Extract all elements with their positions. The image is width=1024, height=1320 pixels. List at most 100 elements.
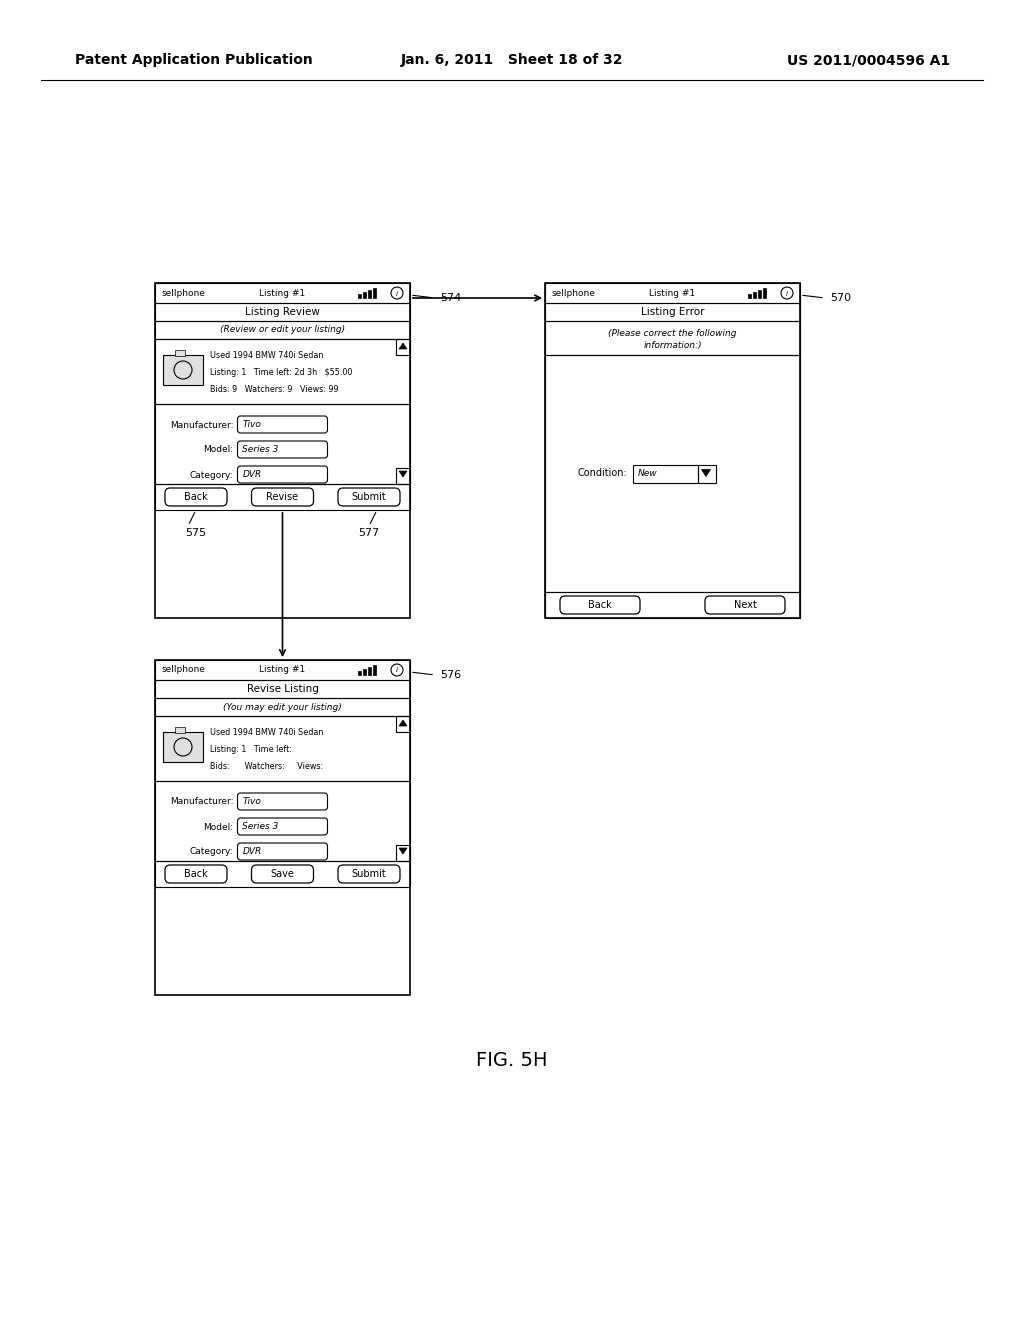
- Bar: [155, 282, 410, 618]
- Text: (Please correct the following: (Please correct the following: [608, 329, 736, 338]
- Text: Category:: Category:: [189, 847, 233, 857]
- Text: Used 1994 BMW 740i Sedan: Used 1994 BMW 740i Sedan: [210, 729, 324, 737]
- Bar: [155, 660, 410, 995]
- Bar: [155, 321, 410, 339]
- Polygon shape: [399, 719, 407, 726]
- Text: Used 1994 BMW 740i Sedan: Used 1994 BMW 740i Sedan: [210, 351, 324, 360]
- Bar: [396, 715, 410, 733]
- Text: 576: 576: [440, 671, 461, 680]
- Text: Submit: Submit: [351, 492, 386, 502]
- Bar: [396, 469, 410, 484]
- FancyBboxPatch shape: [238, 416, 328, 433]
- Text: Listing #1: Listing #1: [259, 665, 305, 675]
- FancyBboxPatch shape: [165, 488, 227, 506]
- Bar: [155, 660, 410, 680]
- Bar: [155, 339, 410, 404]
- Polygon shape: [701, 470, 711, 477]
- Bar: [748, 294, 751, 298]
- FancyBboxPatch shape: [338, 865, 400, 883]
- Bar: [155, 861, 410, 887]
- FancyBboxPatch shape: [338, 488, 400, 506]
- Bar: [155, 781, 410, 861]
- Bar: [155, 282, 410, 304]
- Text: i: i: [396, 668, 398, 673]
- Text: Series 3: Series 3: [243, 822, 279, 832]
- Text: Revise: Revise: [266, 492, 299, 502]
- Text: Jan. 6, 2011   Sheet 18 of 32: Jan. 6, 2011 Sheet 18 of 32: [400, 53, 624, 67]
- Bar: [368, 667, 371, 675]
- Text: Back: Back: [184, 492, 208, 502]
- Text: i: i: [396, 290, 398, 297]
- Text: Manufacturer:: Manufacturer:: [170, 797, 233, 807]
- Text: Bids: 9   Watchers: 9   Views: 99: Bids: 9 Watchers: 9 Views: 99: [210, 385, 339, 393]
- Bar: [163, 733, 203, 762]
- Bar: [155, 304, 410, 321]
- Bar: [396, 845, 410, 861]
- Bar: [373, 288, 376, 298]
- Text: Save: Save: [270, 869, 295, 879]
- Text: information:): information:): [643, 341, 701, 350]
- Bar: [758, 290, 761, 298]
- Text: Listing #1: Listing #1: [259, 289, 305, 297]
- Bar: [545, 304, 800, 321]
- Text: i: i: [786, 290, 788, 297]
- Bar: [697, 465, 716, 483]
- Bar: [155, 484, 410, 510]
- Text: Back: Back: [184, 869, 208, 879]
- Polygon shape: [399, 471, 407, 477]
- Bar: [368, 290, 371, 298]
- Text: Model:: Model:: [204, 822, 233, 832]
- Bar: [362, 292, 366, 298]
- Text: Manufacturer:: Manufacturer:: [170, 421, 233, 429]
- Text: Tivo: Tivo: [243, 420, 261, 429]
- Text: Bids:      Watchers:     Views:: Bids: Watchers: Views:: [210, 762, 324, 771]
- Text: Tivo: Tivo: [243, 797, 261, 807]
- Bar: [545, 282, 800, 304]
- Text: DVR: DVR: [243, 847, 262, 855]
- FancyBboxPatch shape: [252, 865, 313, 883]
- Bar: [396, 339, 410, 355]
- Bar: [358, 671, 361, 675]
- FancyBboxPatch shape: [238, 441, 328, 458]
- Text: Patent Application Publication: Patent Application Publication: [75, 53, 312, 67]
- FancyBboxPatch shape: [252, 488, 313, 506]
- Text: New: New: [638, 469, 657, 478]
- Polygon shape: [399, 847, 407, 854]
- Text: Condition:: Condition:: [578, 469, 628, 479]
- Bar: [155, 715, 410, 781]
- FancyBboxPatch shape: [238, 818, 328, 836]
- Text: DVR: DVR: [243, 470, 262, 479]
- Text: Submit: Submit: [351, 869, 386, 879]
- Bar: [373, 665, 376, 675]
- Text: Revise Listing: Revise Listing: [247, 684, 318, 694]
- Bar: [545, 282, 800, 618]
- Bar: [175, 726, 185, 733]
- Text: (Review or edit your listing): (Review or edit your listing): [220, 326, 345, 334]
- Bar: [155, 404, 410, 484]
- Bar: [545, 355, 800, 591]
- Text: sellphone: sellphone: [162, 665, 206, 675]
- Bar: [155, 680, 410, 698]
- Text: 577: 577: [358, 528, 380, 539]
- Bar: [763, 288, 766, 298]
- Text: sellphone: sellphone: [552, 289, 596, 297]
- Text: FIG. 5H: FIG. 5H: [476, 1051, 548, 1069]
- Text: US 2011/0004596 A1: US 2011/0004596 A1: [786, 53, 950, 67]
- FancyBboxPatch shape: [560, 597, 640, 614]
- FancyBboxPatch shape: [705, 597, 785, 614]
- Text: Listing #1: Listing #1: [649, 289, 695, 297]
- Text: Series 3: Series 3: [243, 445, 279, 454]
- Text: Listing: 1   Time left:: Listing: 1 Time left:: [210, 744, 292, 754]
- Bar: [633, 465, 697, 483]
- Text: Listing Review: Listing Review: [245, 308, 319, 317]
- Text: Category:: Category:: [189, 470, 233, 479]
- Polygon shape: [399, 343, 407, 348]
- FancyBboxPatch shape: [165, 865, 227, 883]
- Text: 570: 570: [830, 293, 851, 304]
- FancyBboxPatch shape: [238, 843, 328, 861]
- Bar: [545, 591, 800, 618]
- Text: 574: 574: [440, 293, 461, 304]
- Text: sellphone: sellphone: [162, 289, 206, 297]
- Text: Back: Back: [588, 601, 612, 610]
- Text: Listing: 1   Time left: 2d 3h   $55.00: Listing: 1 Time left: 2d 3h $55.00: [210, 368, 352, 378]
